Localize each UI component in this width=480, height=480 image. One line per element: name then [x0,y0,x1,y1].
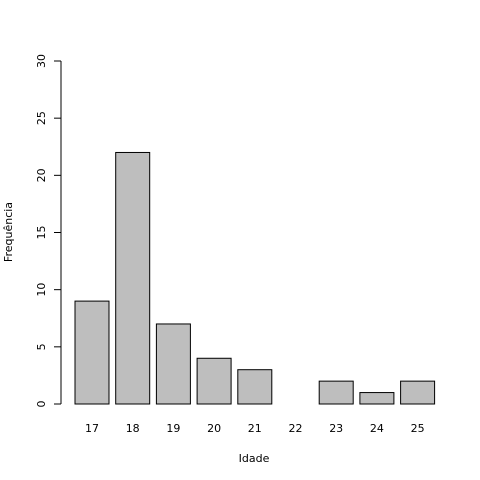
y-tick-label: 25 [35,111,48,125]
y-axis-label: Frequência [2,202,15,262]
x-tick-label: 18 [126,422,140,435]
bar-17 [74,300,110,405]
bar-25 [400,380,436,405]
bar-19 [155,323,191,405]
x-tick-label: 25 [411,422,425,435]
x-tick-label: 23 [329,422,343,435]
bar-24 [359,392,395,405]
x-tick-label: 17 [85,422,99,435]
y-tick-label: 30 [35,54,48,68]
x-tick-labels: 17 18 19 20 21 22 23 24 25 [85,422,425,435]
bar-20 [196,357,232,405]
x-tick-label: 24 [370,422,384,435]
x-tick-label: 22 [289,422,303,435]
bar-21 [237,369,273,405]
x-axis-label: Idade [239,452,270,465]
x-tick-label: 20 [207,422,221,435]
y-tick-label: 10 [35,283,48,297]
bar-18 [115,151,151,405]
y-axis: 0 5 10 15 20 25 30 [35,54,62,408]
y-tick-label: 20 [35,168,48,182]
bars [74,151,436,405]
y-tick-label: 0 [35,401,48,408]
x-tick-label: 19 [166,422,180,435]
y-tick-label: 5 [35,343,48,350]
x-tick-label: 21 [248,422,262,435]
y-tick-label: 15 [35,226,48,240]
bar-23 [318,380,354,405]
